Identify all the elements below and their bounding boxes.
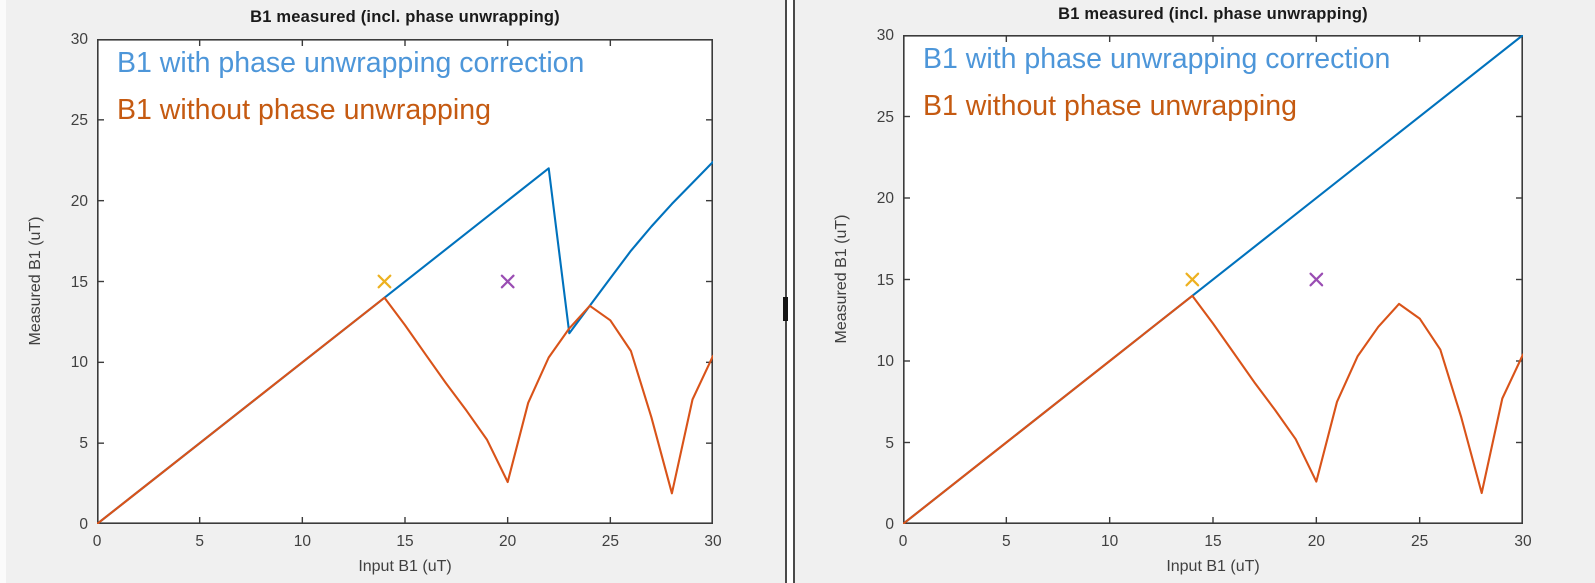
y-tick-label: 15 xyxy=(70,273,88,291)
y-tick-label: 10 xyxy=(876,353,894,370)
x-tick-label: 10 xyxy=(293,533,311,550)
plot-title: B1 measured (incl. phase unwrapping) xyxy=(250,8,560,26)
plot-canvas xyxy=(97,39,713,524)
x-tick-label: 5 xyxy=(1002,533,1011,550)
x-tick-label: 15 xyxy=(1204,533,1222,550)
window-divider-gap xyxy=(787,0,793,583)
y-tick-label: 20 xyxy=(876,190,894,207)
x-tick-label: 30 xyxy=(1514,533,1532,550)
right-plot-area: B1 with phase unwrapping correction B1 w… xyxy=(903,35,1523,524)
axes-box xyxy=(903,35,1523,524)
x-tick-label: 0 xyxy=(898,533,908,550)
purple-x-marker xyxy=(500,274,515,289)
divider-cursor-mark xyxy=(783,297,788,321)
legend-text-with-correction: B1 with phase unwrapping correction xyxy=(923,43,1391,75)
axes-box xyxy=(97,39,713,524)
x-tick-label: 25 xyxy=(1411,533,1429,550)
plot-canvas xyxy=(903,35,1523,524)
legend-text-without-unwrapping: B1 without phase unwrapping xyxy=(117,94,491,126)
line-b1-with-phase-unwrapping-correction xyxy=(97,160,713,524)
left-plot-area: B1 with phase unwrapping correction B1 w… xyxy=(97,39,713,524)
y-tick-label: 5 xyxy=(885,434,894,452)
x-tick-label: 30 xyxy=(704,533,722,550)
line-b1-without-phase-unwrapping xyxy=(97,296,713,524)
y-tick-label: 15 xyxy=(876,271,894,289)
y-tick-label: 10 xyxy=(70,354,88,372)
x-axis-label: Input B1 (uT) xyxy=(358,558,452,575)
y-tick-label: 0 xyxy=(79,516,88,533)
legend-annotations: B1 with phase unwrapping correction B1 w… xyxy=(117,40,584,134)
y-axis-label: Measured B1 (uT) xyxy=(833,214,850,344)
x-axis-label: Input B1 (uT) xyxy=(1166,558,1260,575)
window-divider-line-left xyxy=(785,0,787,583)
x-tick-label: 10 xyxy=(1101,533,1119,550)
x-tick-label: 5 xyxy=(195,533,204,550)
y-tick-label: 30 xyxy=(70,31,88,48)
left-edge-highlight xyxy=(0,0,6,583)
x-tick-label: 20 xyxy=(499,533,517,550)
y-tick-label: 5 xyxy=(79,435,88,453)
yellow-x-marker xyxy=(377,274,392,289)
line-b1-without-phase-unwrapping xyxy=(903,294,1523,524)
y-tick-label: 20 xyxy=(70,192,88,210)
legend-annotations: B1 with phase unwrapping correction B1 w… xyxy=(923,36,1390,130)
x-tick-label: 0 xyxy=(92,533,102,550)
window-divider-line-right xyxy=(793,0,795,583)
x-tick-label: 25 xyxy=(601,533,619,550)
x-tick-label: 15 xyxy=(396,533,414,550)
x-tick-label: 20 xyxy=(1307,533,1325,550)
legend-text-with-correction: B1 with phase unwrapping correction xyxy=(117,47,585,79)
y-tick-label: 0 xyxy=(885,516,894,533)
legend-text-without-unwrapping: B1 without phase unwrapping xyxy=(923,90,1297,122)
yellow-x-marker xyxy=(1185,272,1200,287)
purple-x-marker xyxy=(1309,272,1324,287)
plot-title: B1 measured (incl. phase unwrapping) xyxy=(1058,5,1368,23)
y-tick-label: 25 xyxy=(70,111,88,129)
y-tick-label: 25 xyxy=(876,108,894,126)
y-tick-label: 30 xyxy=(876,27,894,44)
